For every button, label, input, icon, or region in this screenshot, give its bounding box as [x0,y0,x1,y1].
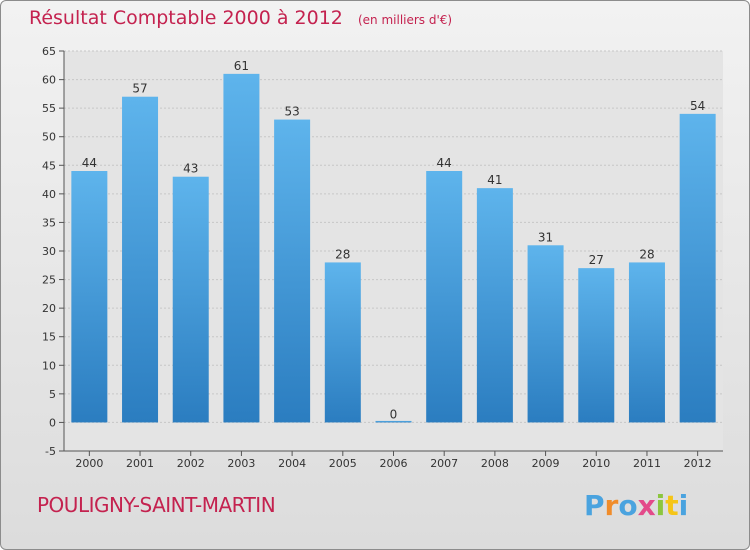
bar [628,262,665,423]
y-tick-label: -5 [45,445,56,458]
y-tick-label: 65 [42,45,56,58]
x-tick-label: 2005 [329,457,357,470]
x-tick-label: 2008 [481,457,509,470]
y-tick-label: 35 [42,216,56,229]
bar-value-label: 43 [183,162,198,176]
y-tick-label: 40 [42,188,56,201]
bar-value-label: 28 [335,247,350,261]
x-tick-label: 2009 [532,457,560,470]
bar [71,171,108,423]
bar-value-label: 0 [390,407,398,421]
y-tick-label: 10 [42,359,56,372]
bar-value-label: 27 [589,253,604,267]
bar-value-label: 53 [284,105,299,119]
y-tick-label: 5 [49,388,56,401]
title-row: Résultat Comptable 2000 à 2012 (en milli… [29,7,452,29]
y-tick-label: 45 [42,159,56,172]
bar [172,176,209,423]
logo-letter: r [604,489,619,522]
y-tick-label: 55 [42,102,56,115]
x-tick-label: 2006 [380,457,408,470]
y-tick-label: 15 [42,331,56,344]
bar [324,262,361,423]
logo-letter: P [584,489,605,522]
bar-value-label: 54 [690,99,705,113]
x-tick-label: 2010 [582,457,610,470]
bar-value-label: 41 [487,173,502,187]
commune-name: POULIGNY-SAINT-MARTIN [37,493,276,517]
y-tick-label: 60 [42,74,56,87]
x-tick-label: 2003 [227,457,255,470]
y-tick-label: 25 [42,274,56,287]
x-tick-label: 2007 [430,457,458,470]
bar-value-label: 28 [639,247,654,261]
y-tick-label: 50 [42,131,56,144]
proxiti-logo: Proxiti [584,489,688,522]
logo-letter: i [678,489,689,522]
bar [426,171,463,423]
x-tick-label: 2000 [75,457,103,470]
bar-value-label: 31 [538,230,553,244]
bar [679,113,716,423]
bar [578,268,615,423]
x-tick-label: 2002 [177,457,205,470]
bar [375,420,412,423]
logo-letter: i [655,489,666,522]
logo-letter: o [618,489,638,522]
bar [274,119,311,423]
x-tick-label: 2001 [126,457,154,470]
logo-letter: t [665,489,679,522]
chart-subtitle: (en milliers d'€) [357,13,453,27]
bar-value-label: 61 [234,59,249,73]
x-tick-label: 2011 [633,457,661,470]
bar [476,188,513,423]
x-tick-label: 2004 [278,457,306,470]
bar-value-label: 44 [437,156,452,170]
bar [527,245,564,423]
y-tick-label: 30 [42,245,56,258]
bar-value-label: 44 [82,156,97,170]
bar-value-label: 57 [132,82,147,96]
x-tick-label: 2012 [684,457,712,470]
logo-letter: x [637,489,656,522]
chart-title: Résultat Comptable 2000 à 2012 [29,7,343,29]
bar [122,96,159,423]
bar [223,73,260,423]
y-tick-label: 20 [42,302,56,315]
y-tick-label: 0 [49,416,56,429]
